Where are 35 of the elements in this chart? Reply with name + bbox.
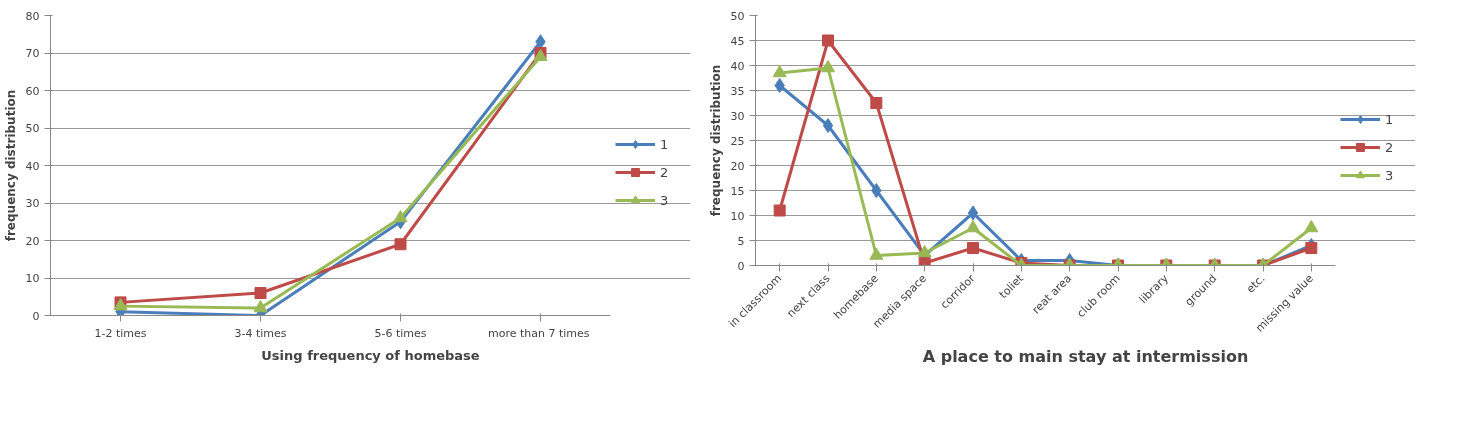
y-axis-title: frequency distribution — [3, 89, 18, 242]
y-tick-label: 60 — [25, 84, 40, 98]
y-tick-label: 25 — [730, 134, 745, 148]
legend-label: 3 — [1385, 167, 1395, 183]
x-axis-title: Using frequency of homebase — [261, 347, 480, 363]
y-axis-title: frequency distribution — [708, 64, 723, 217]
y-tick-label: 20 — [730, 159, 745, 173]
x-tick-label: more than 7 times — [487, 326, 590, 340]
y-tick-label: 0 — [32, 309, 40, 323]
y-tick-label: 40 — [730, 59, 745, 73]
y-tick-label: 30 — [730, 109, 745, 123]
y-tick-label: 5 — [737, 234, 745, 248]
y-tick-label: 40 — [25, 159, 40, 173]
y-tick-label: 45 — [730, 34, 745, 48]
y-tick-label: 10 — [25, 272, 40, 285]
y-tick-label: 50 — [730, 9, 745, 23]
y-tick-label: 70 — [25, 47, 40, 60]
x-tick-label: etc. — [1243, 271, 1268, 296]
legend-label: 1 — [1385, 111, 1395, 127]
x-tick-label: 5-6 times — [374, 326, 427, 340]
y-tick-label: 0 — [737, 259, 745, 273]
legend-label: 3 — [660, 192, 670, 208]
legend-label: 2 — [660, 164, 670, 180]
y-tick-label: 80 — [25, 9, 40, 23]
x-tick-label: 1-2 times — [94, 326, 147, 340]
legend-label: 1 — [660, 136, 670, 152]
y-tick-label: 20 — [25, 234, 40, 248]
x-tick-label: 3-4 times — [234, 326, 287, 340]
y-tick-label: 30 — [25, 197, 40, 210]
y-tick-label: 15 — [730, 184, 745, 198]
y-tick-label: 50 — [25, 122, 40, 135]
legend-label: 2 — [1385, 139, 1395, 155]
y-tick-label: 10 — [730, 209, 745, 223]
x-axis-title: A place to main stay at intermission — [922, 347, 1249, 367]
y-tick-label: 35 — [730, 84, 745, 98]
